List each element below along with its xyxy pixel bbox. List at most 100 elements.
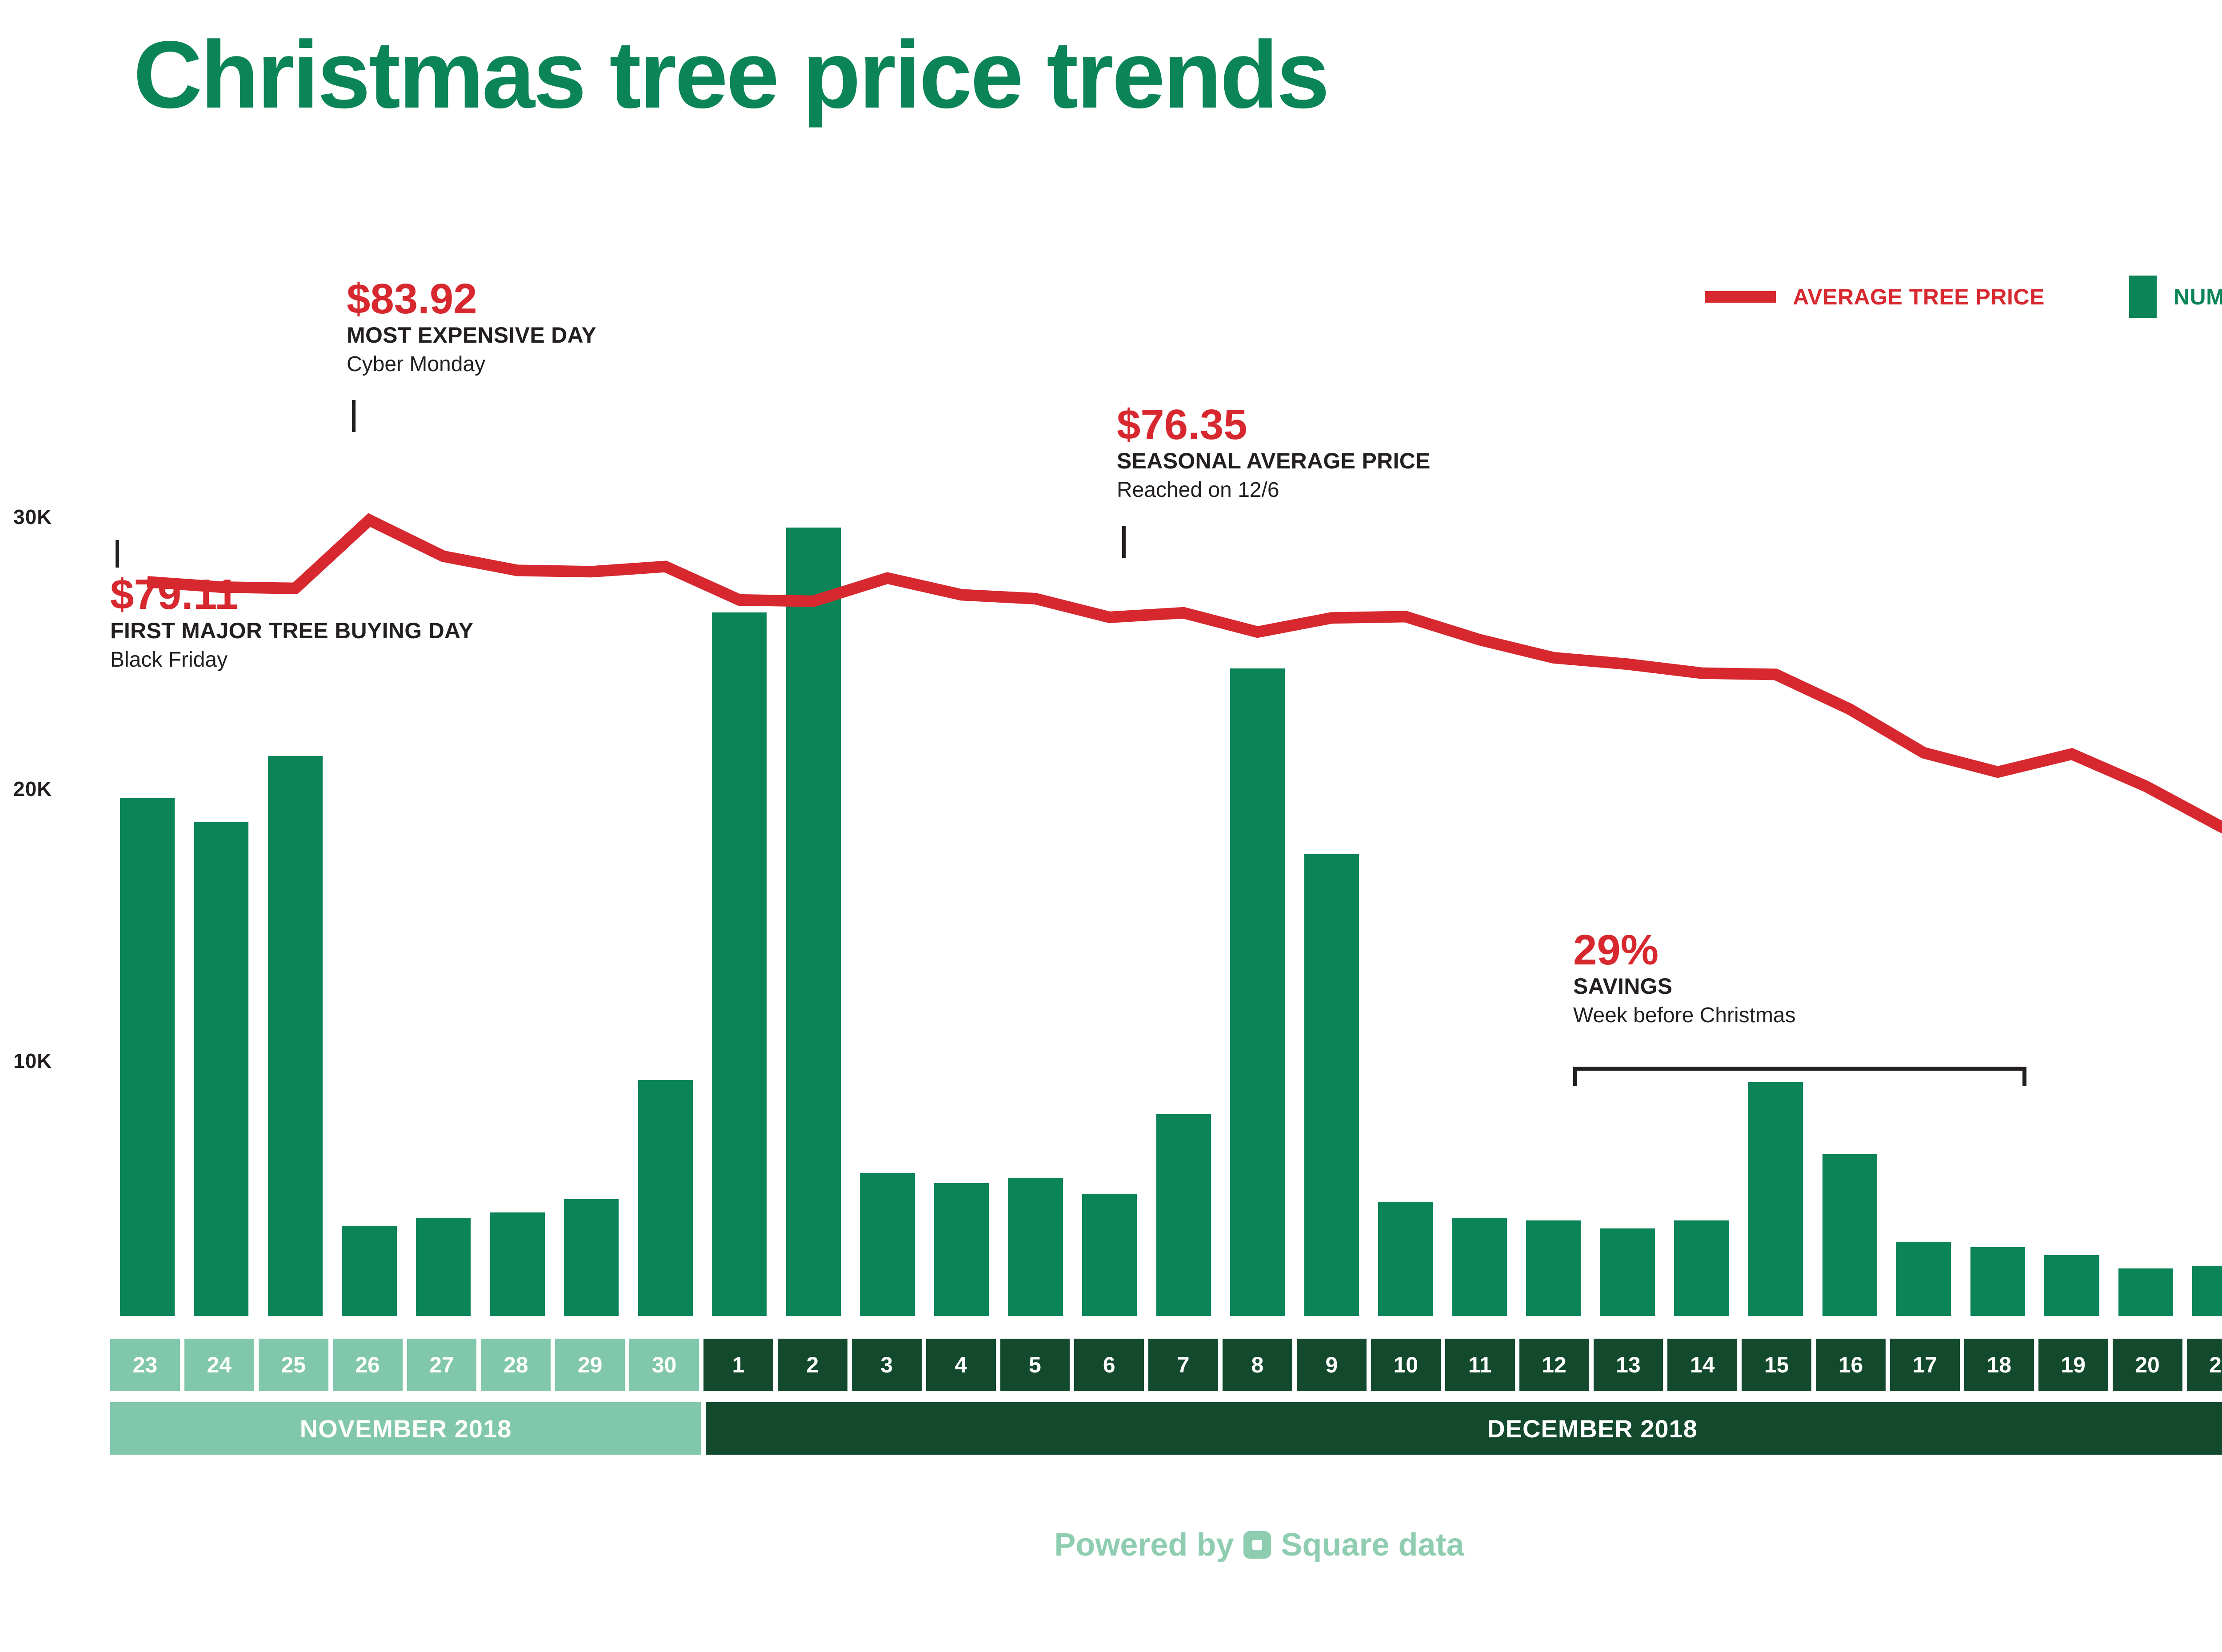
y-axis-tick-20k: 20K: [13, 777, 52, 800]
annotation-sub: Cyber Monday: [347, 352, 486, 376]
price-line-series: [147, 513, 2222, 834]
day-chip-dec-17: 17: [1890, 1339, 1960, 1391]
bar-11-24: [194, 822, 249, 1316]
day-chip-nov-23: 23: [110, 1339, 180, 1391]
bar-cell: [184, 467, 259, 1316]
legend-label-average-price: AVERAGE TREE PRICE: [1793, 284, 2045, 309]
day-chip-dec-14: 14: [1667, 1339, 1738, 1391]
bar-12-11: [1452, 1218, 1507, 1316]
bar-cell: [703, 467, 777, 1316]
day-chip-nov-30: 30: [629, 1339, 699, 1391]
bar-12-20: [2118, 1268, 2174, 1316]
x-axis-day-labels: 23 24 25 26 27 28 29 30 1 2 3 4 5 6 7 8 9 10 11 12 13 14 15 16 1…: [110, 1339, 2222, 1391]
savings-range-bracket: [1573, 1067, 2026, 1086]
day-chip-nov-29: 29: [555, 1339, 625, 1391]
bar-cell: [628, 467, 703, 1316]
x-axis-month-bands: NOVEMBER 2018 DECEMBER 2018: [110, 1402, 2222, 1455]
bar-12-8: [1230, 668, 1285, 1316]
day-chip-dec-11: 11: [1445, 1339, 1515, 1391]
footer-text-before: Powered by: [1054, 1527, 1234, 1563]
bar-cell: [1591, 467, 1665, 1316]
day-chip-dec-1: 1: [703, 1339, 773, 1391]
bar-cell: [258, 467, 332, 1316]
bar-cell: [406, 467, 480, 1316]
annotation-seasonal-average: $76.35 SEASONAL AVERAGE PRICE Reached on…: [1117, 401, 1431, 558]
day-chip-nov-24: 24: [184, 1339, 254, 1391]
tick-mark-icon: [116, 540, 119, 568]
annotation-sub: Black Friday: [110, 648, 228, 672]
bar-12-10: [1378, 1202, 1433, 1316]
line-swatch-icon: [1705, 291, 1776, 303]
footer-text-after: Square data: [1281, 1527, 1464, 1563]
bar-cell: [2109, 467, 2183, 1316]
bar-series: [110, 467, 2222, 1316]
annotation-value: $76.35: [1117, 401, 1247, 448]
annotation-headline: FIRST MAJOR TREE BUYING DAY: [110, 618, 474, 643]
bar-11-29: [564, 1199, 619, 1316]
annotation-black-friday: $79.11 FIRST MAJOR TREE BUYING DAY Black…: [110, 540, 474, 674]
bar-cell: [1738, 467, 1813, 1316]
annotation-headline: MOST EXPENSIVE DAY: [347, 323, 597, 348]
day-chip-dec-9: 9: [1297, 1339, 1367, 1391]
day-chip-dec-15: 15: [1742, 1339, 1812, 1391]
annotation-value: $79.11: [110, 571, 239, 618]
day-chip-dec-5: 5: [1000, 1339, 1070, 1391]
legend-label-trees-sold: NUMBER OF TREES SOLD: [2173, 284, 2222, 309]
tick-mark-icon: [352, 400, 356, 432]
annotation-headline: SEASONAL AVERAGE PRICE: [1117, 448, 1431, 473]
day-chip-dec-21: 21: [2186, 1339, 2222, 1391]
y-axis-tick-10k: 10K: [13, 1049, 52, 1072]
bar-12-15: [1748, 1082, 1803, 1316]
day-chip-dec-19: 19: [2038, 1339, 2108, 1391]
annotation-value: $83.92: [347, 275, 477, 323]
bar-11-23: [120, 798, 175, 1316]
bar-12-7: [1156, 1114, 1211, 1316]
bar-11-28: [490, 1212, 545, 1316]
bar-cell: [1961, 467, 2035, 1316]
day-chip-dec-7: 7: [1148, 1339, 1219, 1391]
bar-cell: [554, 467, 628, 1316]
bar-cell: [1072, 467, 1147, 1316]
bar-12-5: [1008, 1178, 1063, 1316]
bar-12-2: [786, 528, 841, 1316]
bar-12-12: [1526, 1220, 1581, 1316]
bar-12-16: [1822, 1154, 1877, 1316]
bar-11-27: [416, 1218, 471, 1316]
chart-legend: AVERAGE TREE PRICE NUMBER OF TREES SOLD: [1705, 276, 2222, 318]
bar-cell: [776, 467, 851, 1316]
annotation-cyber-monday: $83.92 MOST EXPENSIVE DAY Cyber Monday: [347, 275, 597, 432]
day-chip-dec-3: 3: [851, 1339, 922, 1391]
annotation-sub: Reached on 12/6: [1117, 478, 1279, 502]
annotation-savings: 29% SAVINGS Week before Christmas: [1573, 929, 1796, 1029]
bar-cell: [1147, 467, 1221, 1316]
page-title: Christmas tree price trends: [133, 21, 1330, 128]
bar-cell: [1369, 467, 1443, 1316]
tick-mark-icon: [1122, 526, 1126, 558]
bar-cell: [1813, 467, 1887, 1316]
footer-attribution: Powered by Square data: [0, 1527, 2222, 1563]
bar-12-3: [860, 1172, 915, 1316]
month-band-nov: NOVEMBER 2018: [110, 1402, 701, 1455]
bar-12-13: [1600, 1228, 1655, 1316]
bar-12-4: [934, 1183, 989, 1316]
day-chip-nov-27: 27: [407, 1339, 477, 1391]
bar-11-25: [268, 756, 323, 1316]
day-chip-dec-6: 6: [1074, 1339, 1144, 1391]
square-logo-icon: [1243, 1531, 1271, 1559]
bar-12-21: [2192, 1265, 2222, 1316]
bar-12-6: [1082, 1194, 1137, 1316]
annotation-headline: SAVINGS: [1573, 974, 1673, 999]
bar-cell: [851, 467, 925, 1316]
day-chip-dec-2: 2: [777, 1339, 847, 1391]
bar-cell: [1517, 467, 1591, 1316]
bar-cell: [332, 467, 407, 1316]
y-axis-tick-30k: 30K: [13, 505, 52, 528]
day-chip-dec-16: 16: [1816, 1339, 1886, 1391]
legend-item-trees-sold: NUMBER OF TREES SOLD: [2129, 276, 2222, 318]
bar-cell: [1220, 467, 1295, 1316]
bar-cell: [1295, 467, 1369, 1316]
chart-plot-area: [110, 467, 2222, 1316]
bar-cell: [480, 467, 555, 1316]
bar-12-14: [1674, 1220, 1729, 1316]
day-chip-dec-10: 10: [1371, 1339, 1441, 1391]
